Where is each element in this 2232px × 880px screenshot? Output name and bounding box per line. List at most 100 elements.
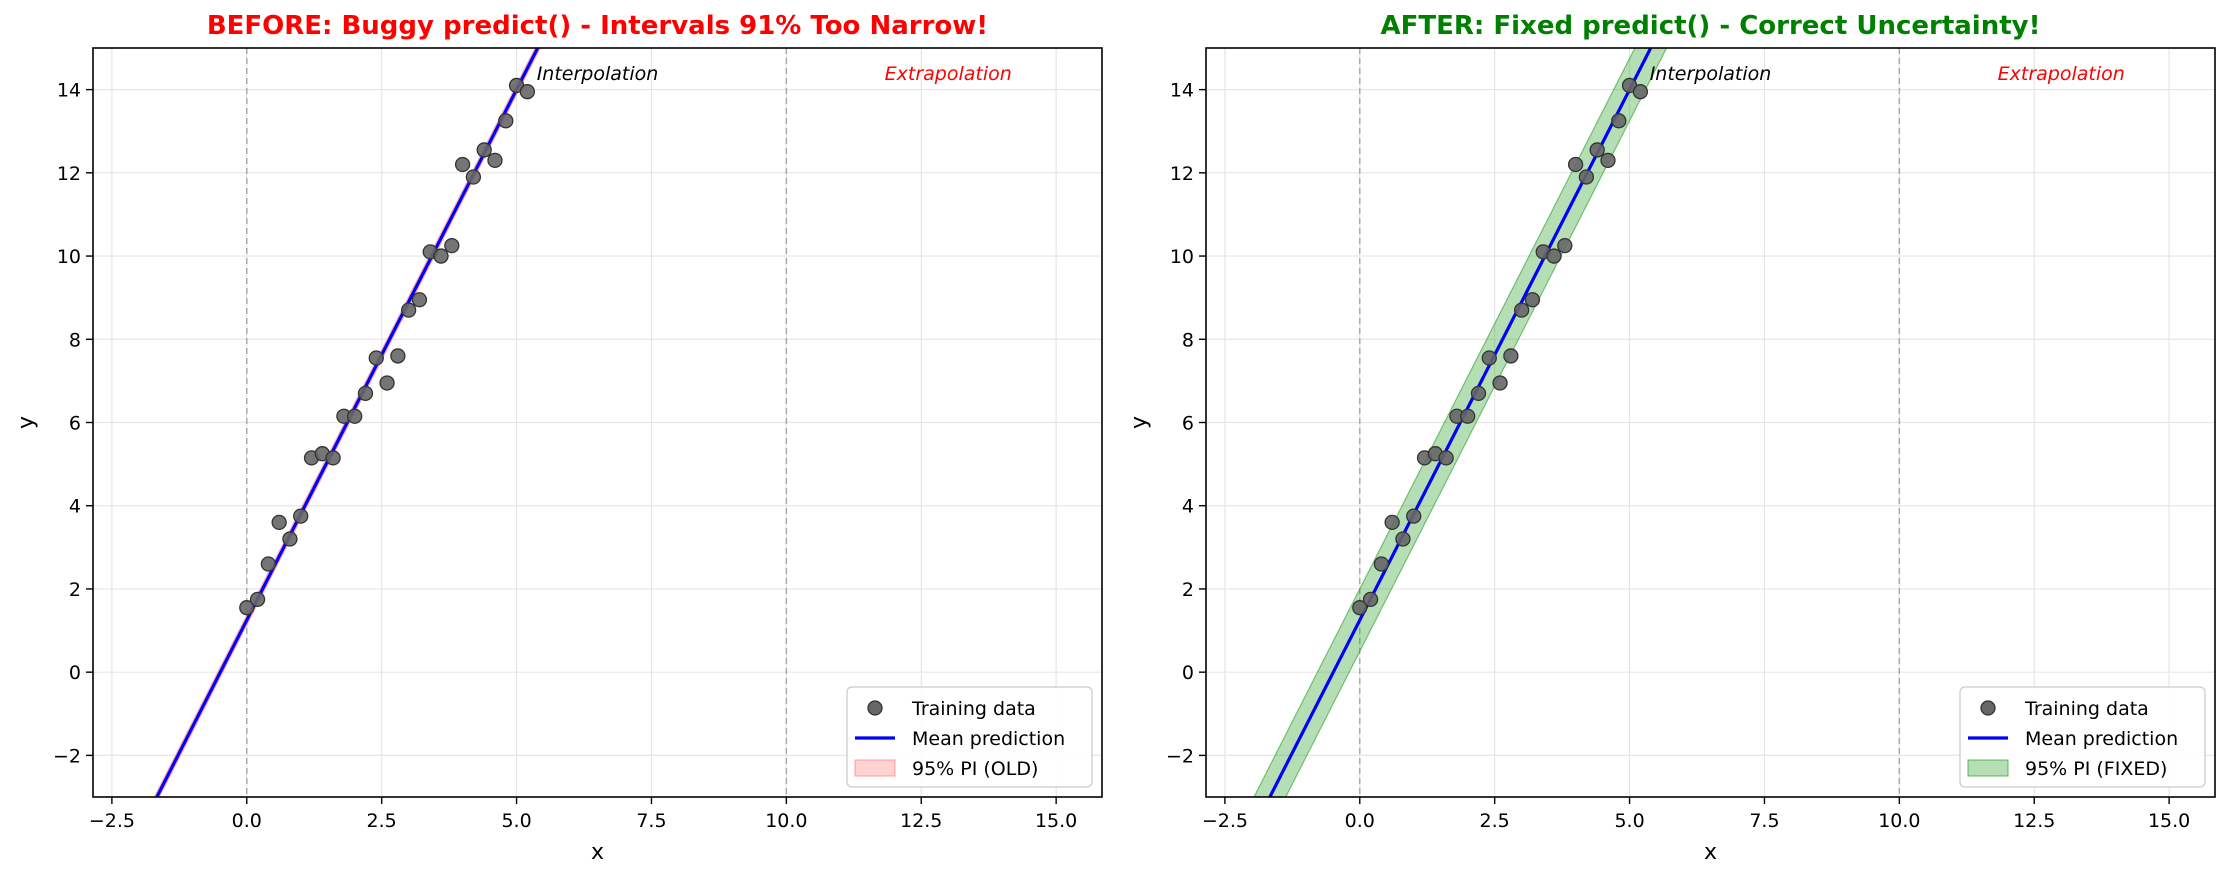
training-data-point [348,409,362,423]
y-tick-label: 14 [1170,80,1194,102]
training-data-point [1385,515,1399,529]
legend-marker-scatter [1981,701,1995,715]
x-tick-label: 15.0 [1035,810,1077,832]
legend-marker-scatter [868,701,882,715]
x-tick-label: 7.5 [1749,810,1779,832]
y-axis-label: y [14,416,39,429]
y-axis-label: y [1127,416,1152,429]
training-data-point [520,85,534,99]
y-tick-label: 8 [69,329,81,351]
x-tick-label: 7.5 [636,810,666,832]
training-data-point [499,114,513,128]
training-data-point [1612,114,1626,128]
y-tick-label: 6 [69,413,81,435]
panel-before: BEFORE: Buggy predict() - Intervals 91% … [14,0,1102,880]
training-data-point [251,592,265,606]
training-data-point [1579,170,1593,184]
x-axis-label: x [1704,840,1717,865]
training-data-point [391,349,405,363]
training-data-point [1633,85,1647,99]
y-tick-label: 4 [1182,496,1194,518]
region-annotation: Interpolation [537,63,659,85]
training-data-point [283,532,297,546]
training-data-point [1439,451,1453,465]
region-annotation: Interpolation [1650,63,1772,85]
training-data-point [1374,557,1388,571]
x-tick-label: 2.5 [367,810,397,832]
training-data-point [1525,293,1539,307]
y-tick-label: 10 [57,246,81,268]
x-tick-label: 0.0 [1345,810,1375,832]
panel-title: BEFORE: Buggy predict() - Intervals 91% … [207,11,988,41]
y-tick-label: 12 [57,163,81,185]
training-data-point [1461,409,1475,423]
training-data-point [1558,239,1572,253]
y-tick-label: 6 [1182,413,1194,435]
training-data-point [1504,349,1518,363]
x-tick-label: 12.5 [900,810,942,832]
training-data-point [1569,158,1583,172]
legend-entry-label: Mean prediction [912,728,1065,750]
legend: Training data Mean prediction 95% PI (FIXE… [1960,687,2205,787]
legend-entry-label: Mean prediction [2025,728,2178,750]
legend: Training data Mean prediction 95% PI (OLD) [847,687,1092,787]
training-data-point [1407,509,1421,523]
y-tick-label: −2 [1166,745,1194,767]
training-data-point [326,451,340,465]
x-tick-label: −2.5 [1202,810,1248,832]
legend-entry-label: Training data [911,698,1036,720]
y-tick-label: 10 [1170,246,1194,268]
training-data-point [466,170,480,184]
training-data-point [1364,592,1378,606]
training-data-point [434,249,448,263]
x-tick-label: 10.0 [1878,810,1920,832]
training-data-point [1601,153,1615,167]
x-tick-label: 15.0 [2148,810,2190,832]
training-data-point [294,509,308,523]
region-annotation: Extrapolation [1998,63,2125,85]
training-data-point [380,376,394,390]
x-tick-label: 12.5 [2013,810,2055,832]
y-tick-label: 2 [69,579,81,601]
training-data-point [1547,249,1561,263]
training-data-point [1590,143,1604,157]
training-data-point [1396,532,1410,546]
x-tick-label: 0.0 [232,810,262,832]
y-tick-label: 14 [57,80,81,102]
x-tick-label: 2.5 [1480,810,1510,832]
y-tick-label: 2 [1182,579,1194,601]
region-annotation: Extrapolation [885,63,1012,85]
training-data-point [1515,303,1529,317]
panel-title: AFTER: Fixed predict() - Correct Uncerta… [1381,11,2041,41]
legend-entry-label: Training data [2024,698,2149,720]
training-data-point [1471,386,1485,400]
training-data-point [477,143,491,157]
training-data-point [1482,351,1496,365]
training-data-point [412,293,426,307]
y-tick-label: 8 [1182,329,1194,351]
y-tick-label: 0 [1182,662,1194,684]
training-data-point [261,557,275,571]
y-tick-label: −2 [53,745,81,767]
panel-after: AFTER: Fixed predict() - Correct Uncerta… [1127,0,2215,880]
training-data-point [445,239,459,253]
legend-marker-band [855,760,895,776]
training-data-point [358,386,372,400]
legend-marker-band [1968,760,2008,776]
legend-entry-label: 95% PI (OLD) [912,758,1038,780]
training-data-point [402,303,416,317]
training-data-point [1493,376,1507,390]
y-tick-label: 4 [69,496,81,518]
x-axis-label: x [591,840,604,865]
y-tick-label: 0 [69,662,81,684]
x-tick-label: 5.0 [501,810,531,832]
training-data-point [456,158,470,172]
x-tick-label: −2.5 [89,810,135,832]
training-data-point [272,515,286,529]
training-data-point [488,153,502,167]
x-tick-label: 5.0 [1614,810,1644,832]
training-data-point [369,351,383,365]
x-tick-label: 10.0 [765,810,807,832]
legend-entry-label: 95% PI (FIXED) [2025,758,2167,780]
